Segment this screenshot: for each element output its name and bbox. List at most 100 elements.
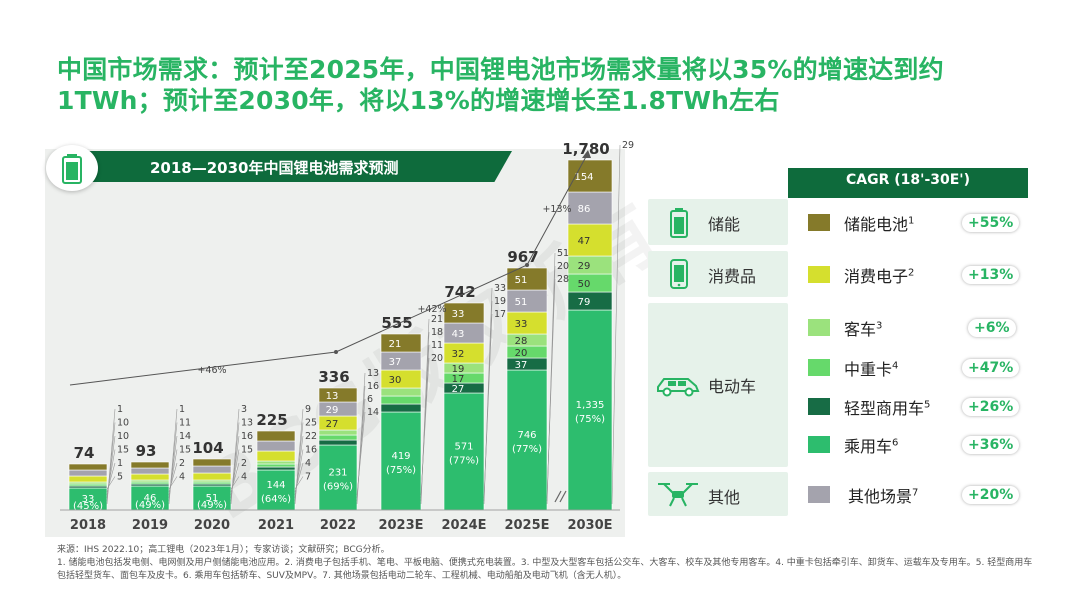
- growth-trend-point: [334, 350, 338, 354]
- bar-segment-consumer-2021: [256, 450, 296, 462]
- bar-segment-consumer-2019: [130, 473, 170, 481]
- bar-segment-storage-2021: [256, 430, 296, 442]
- side-label-2021-1: 25: [305, 418, 317, 429]
- bar-label-bus-2030E: 29: [578, 261, 591, 272]
- x-tick-2022: 2022: [320, 518, 356, 533]
- legend-label: 其他场景7: [848, 487, 919, 506]
- group-label: 其他: [708, 488, 741, 507]
- legend-label: 客车3: [844, 320, 883, 339]
- battery-icon: [670, 208, 688, 238]
- legend-cagr: +55%: [962, 214, 1020, 232]
- growth-trend-point: [525, 263, 529, 267]
- bar-label-light_commercial-2025E: 37: [515, 360, 528, 371]
- side-label-2018-1: 10: [117, 418, 129, 429]
- side-label-2021-2: 22: [305, 431, 317, 442]
- bar-label-2023E: 419: [391, 451, 410, 462]
- leader-line-2018-5: [106, 476, 116, 490]
- bar-segment-consumer-2020: [192, 472, 232, 481]
- bar-total-2025E: 967: [507, 248, 538, 266]
- legend-cagr: +26%: [962, 398, 1020, 416]
- bar-segment-other-2020: [192, 465, 232, 474]
- battery-badge: [46, 145, 98, 191]
- bar-label-consumer-2022: 27: [326, 419, 339, 430]
- page-title: 中国市场需求：预计至2025年，中国锂电池市场需求量将以35%的增速达到约1TW…: [57, 55, 944, 115]
- bar-label-consumer-2024E: 32: [452, 349, 465, 360]
- bar-label-consumer-2023E: 30: [389, 375, 402, 386]
- bar-total-2020: 104: [192, 439, 223, 457]
- group-label: 电动车: [708, 377, 757, 396]
- bar-total-2019: 93: [136, 442, 157, 460]
- side-label-2024E-1: 19: [494, 296, 506, 307]
- x-tick-2019: 2019: [132, 518, 168, 533]
- legend-row-other: 其他场景7 +20%: [788, 472, 1028, 516]
- bar-segment-storage-2023E: [380, 333, 422, 353]
- side-label-2023E-1: 18: [431, 327, 443, 338]
- growth-label-+46%: +46%: [197, 365, 226, 376]
- x-tick-2020: 2020: [194, 518, 230, 533]
- group-consumer: 消费品: [648, 251, 788, 297]
- bar-segment-bus-2023E: [380, 387, 422, 397]
- group-label: 储能: [708, 215, 741, 234]
- group-ev: 电动车: [648, 303, 788, 467]
- bar-share-2019: (49%): [135, 500, 165, 511]
- x-tick-2021: 2021: [258, 518, 294, 533]
- axis-break-left: [554, 490, 562, 503]
- group-other: 其他: [648, 472, 788, 516]
- bar-label-2030E: 1,335: [576, 400, 605, 411]
- footnote-notes: 1. 储能电池包括发电侧、电网侧及用户侧储能电池应用。2. 消费电子包括手机、笔…: [57, 558, 1033, 581]
- side-label-2021-3: 16: [305, 445, 317, 456]
- side-label-2020-0: 3: [241, 404, 247, 415]
- side-label-2022-2: 6: [367, 394, 373, 405]
- bar-label-other-2022: 29: [326, 405, 339, 416]
- bar-label-medium_heavy-2030E: 50: [578, 279, 591, 290]
- car-icon: [657, 378, 700, 397]
- group-label: 消费品: [708, 267, 757, 286]
- bar-label-2018: 33: [82, 494, 95, 505]
- bar-label-storage-2022: 13: [326, 391, 339, 402]
- group-storage: 储能: [648, 199, 788, 245]
- legend-swatch: [808, 266, 830, 283]
- bar-segment-storage-2022: [318, 387, 358, 403]
- legend-cagr: +6%: [968, 319, 1016, 337]
- bar-segment-medium_heavy-2021: [256, 463, 296, 468]
- bar-share-2021: (64%): [261, 494, 291, 505]
- chart-title-bar: [72, 151, 512, 182]
- bar-label-light_commercial-2030E: 79: [578, 297, 591, 308]
- bar-label-light_commercial-2024E: 27: [452, 384, 465, 395]
- bar-label-bus-2024E: 19: [452, 364, 465, 375]
- side-label-2022-1: 16: [367, 381, 379, 392]
- bar-segment-storage-2024E: [443, 302, 485, 324]
- bar-label-medium_heavy-2024E: 17: [452, 374, 465, 385]
- bar-segment-passenger-2030E: [567, 309, 613, 511]
- phone-icon: [670, 259, 688, 289]
- axis-break-right: [559, 490, 567, 503]
- legend-cagr: +47%: [962, 359, 1020, 377]
- bar-segment-passenger-2020: [192, 485, 232, 511]
- legend-cagr: +20%: [962, 486, 1020, 504]
- legend-label: 储能电池1: [844, 215, 915, 234]
- growth-label-+13%: +13%: [542, 204, 571, 215]
- growth-label-+42%: +42%: [417, 304, 446, 315]
- x-tick-2030E: 2030E: [567, 518, 612, 533]
- side-label-2020-2: 16: [241, 431, 253, 442]
- side-label-2019-2: 14: [179, 431, 191, 442]
- bar-share-2025E: (77%): [512, 444, 542, 455]
- bar-segment-passenger-2021: [256, 469, 296, 511]
- bar-label-2020: 51: [206, 493, 219, 504]
- bar-segment-light_commercial-2023E: [380, 403, 422, 413]
- bar-segment-medium_heavy-2023E: [380, 395, 422, 405]
- leader-line-2021-5: [294, 476, 304, 490]
- bar-segment-storage-2020: [192, 458, 232, 467]
- side-label-2020-4: 2: [241, 458, 247, 469]
- bar-segment-passenger-2022: [318, 444, 358, 511]
- side-label-2019-0: 1: [179, 404, 185, 415]
- legend-cagr: +13%: [962, 266, 1020, 284]
- bar-label-2024E: 571: [454, 442, 473, 453]
- bar-label-storage-2030E: 154: [574, 172, 593, 183]
- bar-label-2019: 46: [144, 493, 157, 504]
- bar-segment-passenger-2024E: [443, 392, 485, 511]
- side-label-2025E-2: 28: [557, 274, 569, 285]
- side-label-2021-5: 7: [305, 472, 311, 483]
- bar-label-storage-2023E: 21: [389, 339, 402, 350]
